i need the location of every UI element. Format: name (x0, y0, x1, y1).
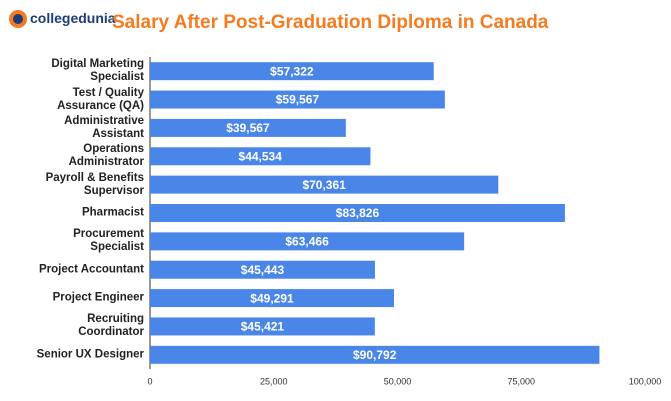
y-tick-label: Test / Quality Assurance (QA) (57, 86, 144, 112)
logo: collegedunia (30, 10, 116, 26)
value-label: $70,361 (302, 178, 346, 192)
x-tick-label: 75,000 (507, 376, 535, 386)
y-tick-label: Payroll & Benefits Supervisor (45, 171, 144, 197)
value-label: $63,466 (285, 235, 329, 249)
y-tick-label: Digital Marketing Specialist (51, 58, 144, 84)
value-label: $45,421 (241, 320, 285, 334)
bar (150, 118, 346, 137)
value-label: $49,291 (250, 291, 294, 305)
y-tick-label: Administrative Assistant (64, 114, 144, 140)
y-tick-label: Pharmacist (81, 206, 144, 219)
logo-icon (9, 10, 27, 28)
bar (150, 62, 434, 81)
bar (150, 147, 371, 166)
bar (150, 317, 375, 336)
chart-title: Salary After Post-Graduation Diploma in … (112, 12, 549, 33)
value-label: $57,322 (270, 64, 314, 78)
bar (150, 175, 499, 194)
value-label: $44,534 (239, 149, 283, 163)
x-tick-label: 25,000 (260, 376, 288, 386)
value-label: $59,567 (276, 93, 320, 107)
bar (150, 345, 600, 364)
value-label: $45,443 (241, 263, 285, 277)
bar (150, 204, 565, 222)
y-tick-label: Recruiting Coordinator (78, 313, 144, 339)
x-tick-label: 50,000 (384, 376, 412, 386)
bar (150, 289, 394, 308)
value-label: $83,826 (336, 206, 380, 220)
bar (150, 90, 445, 109)
y-tick-label: Operations Administrator (68, 143, 144, 169)
value-label: $39,567 (226, 121, 270, 135)
bar (150, 260, 375, 279)
x-tick-label: 0 (147, 376, 152, 386)
y-tick-label: Procurement Specialist (73, 228, 144, 254)
y-tick-label: Senior UX Designer (36, 348, 144, 361)
value-label: $90,792 (353, 348, 397, 362)
y-tick-label: Project Accountant (38, 263, 144, 276)
bar (150, 232, 465, 251)
y-tick-label: Project Engineer (52, 291, 144, 304)
x-tick-label: 100,000 (629, 376, 662, 386)
